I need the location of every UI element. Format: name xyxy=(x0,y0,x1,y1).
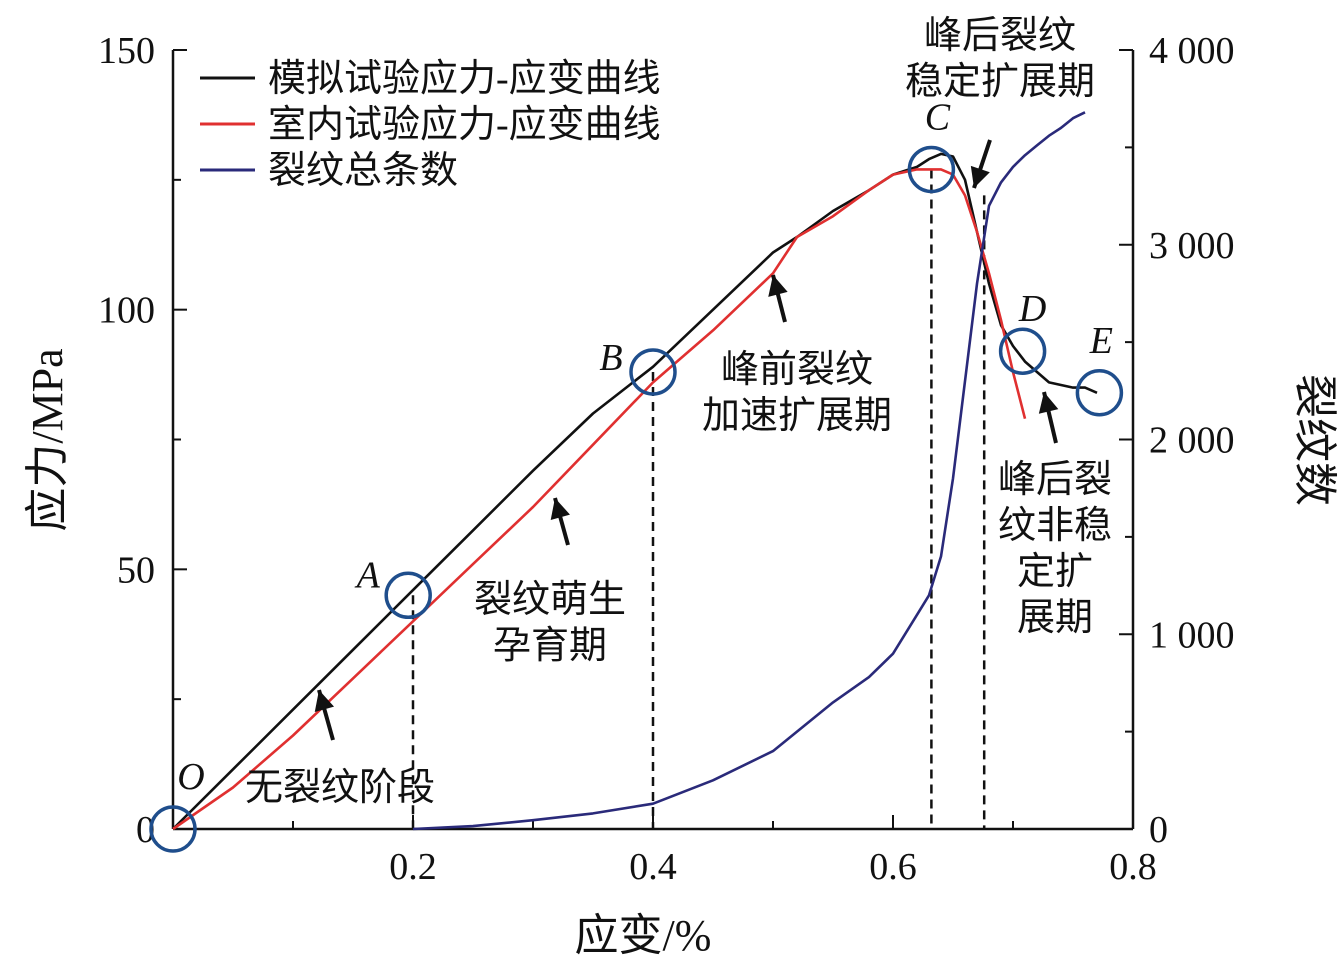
key-point-label: B xyxy=(599,337,622,379)
stage-annotation: 峰后裂 xyxy=(998,459,1112,501)
y2-tick-label: 2 000 xyxy=(1149,420,1235,462)
series-line-1 xyxy=(173,169,1025,829)
legend-label: 室内试验应力-应变曲线 xyxy=(268,104,661,146)
x-tick-label: 0.4 xyxy=(629,846,677,888)
y-tick-label: 50 xyxy=(117,549,155,591)
key-point-label: D xyxy=(1018,288,1046,330)
stage-annotation: 稳定扩展期 xyxy=(905,61,1095,103)
y-tick-label: 100 xyxy=(98,290,155,332)
stage-annotation: 峰后裂纹 xyxy=(924,15,1076,57)
key-point-label: E xyxy=(1089,320,1113,362)
key-point-label: O xyxy=(177,756,204,798)
x-axis-title: 应变/% xyxy=(575,911,712,960)
legend-label: 裂纹总条数 xyxy=(268,150,458,192)
stage-annotation: 裂纹萌生 xyxy=(474,579,626,621)
annotation-arrowhead xyxy=(1039,392,1058,414)
x-tick-label: 0.8 xyxy=(1109,846,1157,888)
x-tick-label: 0.6 xyxy=(869,846,917,888)
stage-annotation: 展期 xyxy=(1017,597,1093,639)
y-tick-label: 150 xyxy=(98,30,155,72)
y-axis-title: 应力/MPa xyxy=(23,348,72,531)
y2-axis-title: 裂纹数 xyxy=(1290,374,1339,506)
y2-tick-label: 1 000 xyxy=(1149,614,1235,656)
annotation-arrowhead xyxy=(768,275,787,297)
legend-label: 模拟试验应力-应变曲线 xyxy=(268,58,661,100)
y2-tick-label: 4 000 xyxy=(1149,30,1235,72)
stage-annotation: 孕育期 xyxy=(493,625,607,667)
stage-annotation: 纹非稳 xyxy=(998,505,1112,547)
annotation-arrowhead xyxy=(971,166,990,188)
x-tick-label: 0.2 xyxy=(389,846,437,888)
stage-annotation: 无裂纹阶段 xyxy=(245,767,435,809)
stage-annotation: 定扩 xyxy=(1017,551,1093,593)
stage-annotation: 加速扩展期 xyxy=(702,395,892,437)
y2-tick-label: 3 000 xyxy=(1149,225,1235,267)
stage-annotation: 峰前裂纹 xyxy=(721,349,873,391)
series-line-0 xyxy=(173,154,1097,829)
key-point-label: A xyxy=(354,554,381,596)
annotation-arrowhead xyxy=(551,498,570,520)
y2-tick-label: 0 xyxy=(1149,809,1168,851)
key-point-marker xyxy=(1077,371,1121,415)
